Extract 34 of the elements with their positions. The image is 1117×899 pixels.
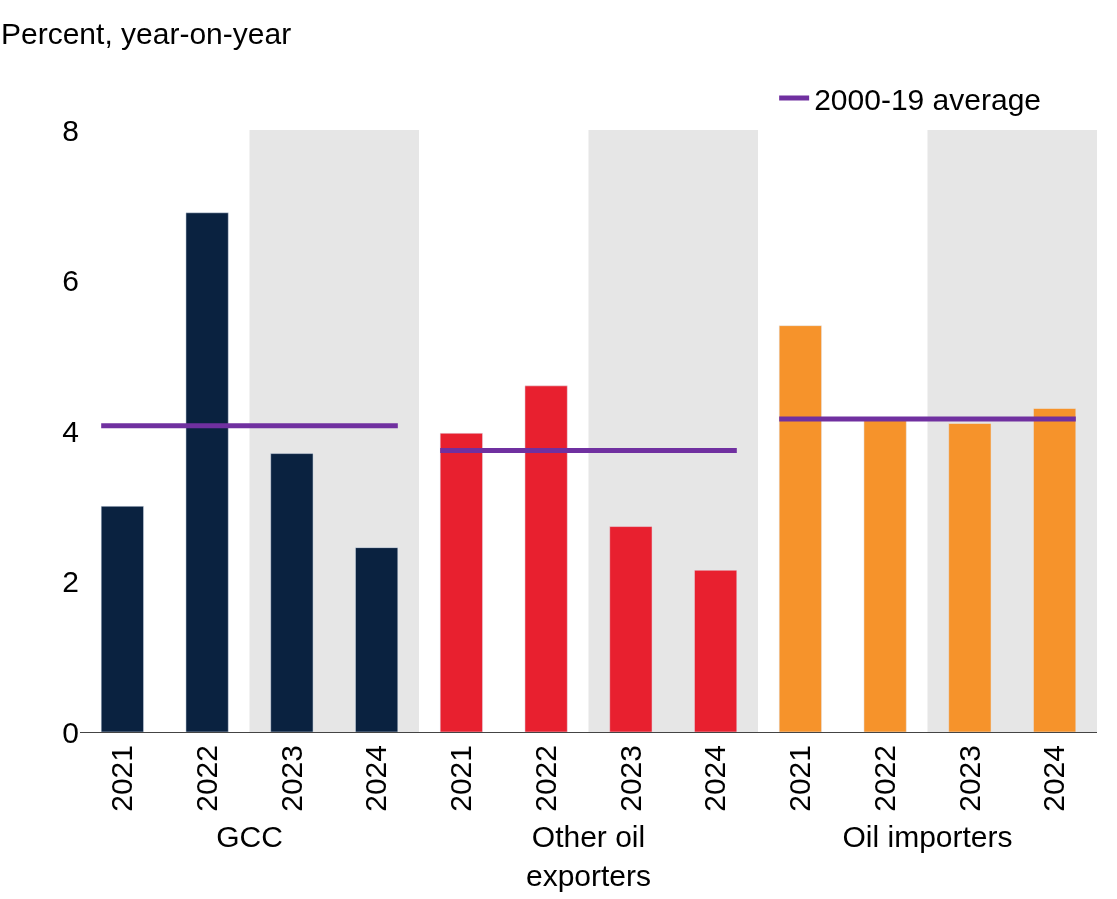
bar [778, 325, 822, 732]
bar [100, 506, 144, 732]
y-tick-label: 4 [62, 414, 79, 448]
y-tick-label: 8 [62, 113, 79, 147]
x-tick-label: 2023 [274, 745, 308, 812]
bar [948, 423, 992, 732]
bar [270, 453, 314, 732]
bar [1033, 408, 1077, 732]
y-axis-title: Percent, year-on-year [1, 17, 292, 50]
x-tick-label: 2021 [783, 745, 817, 812]
legend-label: 2000-19 average [814, 82, 1042, 116]
x-tick-label: 2023 [613, 745, 647, 812]
bar [524, 385, 568, 732]
y-tick-label: 6 [62, 264, 79, 297]
x-tick-label: 2021 [444, 745, 478, 812]
x-tick-label: 2021 [105, 745, 139, 812]
bar [609, 526, 653, 732]
y-tick-label: 0 [62, 715, 79, 749]
bar [185, 212, 229, 732]
x-axis-title: Other oil exporters [525, 820, 652, 893]
y-tick-label: 2 [62, 565, 79, 598]
x-tick-label: 2024 [698, 745, 732, 812]
bar [355, 547, 399, 732]
x-axis-title: Oil importers [842, 820, 1013, 854]
x-axis-title: GCC [216, 820, 283, 854]
bar [863, 419, 907, 732]
x-tick-label: 2022 [189, 745, 223, 812]
x-tick-label: 2022 [528, 745, 562, 812]
x-tick-label: 2024 [359, 745, 393, 812]
x-tick-label: 2022 [867, 745, 901, 812]
bar [439, 433, 483, 732]
bar [694, 569, 738, 732]
x-tick-label: 2024 [1037, 745, 1071, 812]
x-tick-label: 2023 [952, 745, 986, 812]
